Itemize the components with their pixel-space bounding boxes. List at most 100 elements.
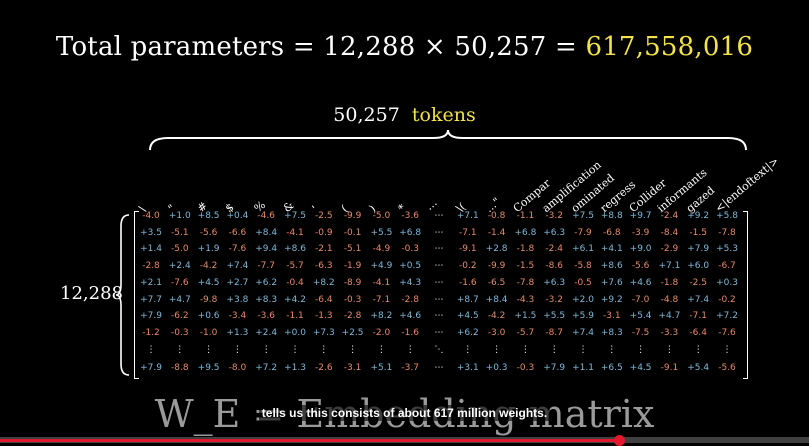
progress-played [0, 439, 619, 442]
matrix-cell: +5.1 [370, 362, 393, 373]
matrix-cell: -5.7 [516, 327, 535, 338]
matrix-cell: -0.3 [516, 362, 535, 373]
matrix-cell: +3.5 [140, 227, 162, 238]
matrix-cell: -2.9 [660, 244, 679, 255]
matrix-cell: +7.4 [226, 261, 249, 272]
matrix-cell: -8.6 [545, 261, 563, 272]
matrix-cell: +4.5 [629, 362, 652, 373]
matrix-cell: +6.2 [456, 327, 479, 338]
matrix-cell: +4.2 [284, 294, 306, 305]
matrix-cell: +1.3 [226, 327, 249, 338]
matrix-cell: -1.8 [660, 277, 679, 288]
matrix-cell: +2.5 [341, 327, 364, 338]
matrix-cell: ⋮ [607, 344, 617, 355]
matrix-cell: +5.5 [543, 311, 566, 322]
matrix-cell: +7.6 [600, 277, 623, 288]
matrix-cell: +6.1 [572, 244, 594, 255]
matrix-cell: +5.8 [716, 211, 738, 221]
left-brace [116, 214, 130, 376]
matrix-cell: +8.3 [600, 327, 623, 338]
progress-scrubber-handle[interactable] [613, 435, 625, 446]
matrix-cell: +5.9 [572, 311, 594, 322]
matrix-cell: +2.0 [572, 294, 594, 305]
matrix-cell: -4.0 [142, 211, 160, 221]
matrix-cell: -2.8 [343, 311, 362, 322]
matrix-cell: +7.3 [312, 327, 335, 338]
matrix-cell: -3.3 [660, 327, 679, 338]
matrix-cell: ⋮ [693, 344, 703, 355]
matrix-cell: ⋮ [319, 344, 329, 355]
matrix-cell: +8.3 [255, 294, 278, 305]
matrix-cell: -4.2 [199, 261, 218, 272]
matrix-cell: -1.5 [689, 227, 707, 238]
matrix-cell: +7.1 [658, 261, 681, 272]
matrix-cell: +8.7 [456, 294, 479, 305]
matrix-cell: +1.1 [572, 362, 594, 373]
matrix-cell: -1.8 [516, 244, 535, 255]
matrix-cell: -3.9 [631, 227, 650, 238]
matrix-cell: +0.5 [399, 261, 422, 272]
video-progress-bar[interactable] [0, 435, 809, 446]
matrix-cell: ⋮ [376, 344, 386, 355]
matrix-cell: +1.0 [168, 211, 191, 221]
matrix-cell: -4.2 [487, 311, 506, 322]
matrix-cell: -3.7 [401, 362, 419, 373]
matrix-cell: -2.1 [315, 244, 333, 255]
matrix-cell: -3.1 [343, 362, 362, 373]
matrix-cell: -1.5 [516, 261, 535, 272]
matrix-cell: +9.2 [687, 211, 710, 221]
matrix-cell: +9.0 [629, 244, 652, 255]
matrix-cell: +7.9 [543, 362, 566, 373]
matrix-cell: +2.1 [140, 277, 162, 288]
matrix-cell: -4.8 [660, 294, 679, 305]
total-parameters-equation: Total parameters = 12,288 × 50,257 = 617… [0, 32, 809, 62]
matrix-cell: -2.6 [315, 362, 333, 373]
matrix-cell: -3.6 [401, 211, 419, 221]
matrix-cell: -2.5 [315, 211, 333, 221]
matrix-cell: ⋮ [492, 344, 502, 355]
matrix-cell: -7.6 [228, 244, 247, 255]
matrix-cell: -7.6 [718, 327, 736, 338]
matrix-cell: +0.4 [226, 211, 249, 221]
matrix-cell: ⋮ [232, 344, 242, 355]
matrix-cell: ⋮ [175, 344, 185, 355]
matrix-cell: -4.1 [372, 277, 391, 288]
matrix-cell: -6.4 [689, 327, 707, 338]
matrix-cell: -7.7 [257, 261, 275, 272]
matrix-left-bracket [134, 211, 139, 379]
matrix-cell: +1.3 [284, 362, 306, 373]
matrix-cell: -2.5 [689, 277, 707, 288]
matrix-cell: -7.0 [631, 294, 650, 305]
matrix-cell: +0.6 [197, 311, 220, 322]
matrix-cell: ⋮ [549, 344, 559, 355]
matrix-cell: -0.3 [401, 244, 419, 255]
matrix-cell: ⋯ [434, 327, 444, 338]
matrix-cell: +8.4 [485, 294, 508, 305]
matrix-cell: ⋮ [146, 344, 156, 355]
matrix-cell: ⋯ [434, 261, 444, 272]
matrix-cell: -7.1 [372, 294, 391, 305]
matrix-cell: -2.0 [372, 327, 391, 338]
matrix-cell: -3.1 [603, 311, 621, 322]
matrix-cell: -2.4 [545, 244, 563, 255]
matrix-cell: +4.6 [399, 311, 422, 322]
matrix-cell: ⋯ [434, 244, 444, 255]
matrix-cell: +6.3 [543, 227, 566, 238]
matrix-cell: -0.8 [487, 211, 506, 221]
matrix-cell: -6.2 [171, 311, 189, 322]
tokens-count: 50,257 [333, 104, 400, 126]
matrix-cell: -5.6 [199, 227, 218, 238]
matrix-cell: -9.9 [343, 211, 362, 221]
matrix-cell: -3.0 [487, 327, 506, 338]
matrix-cell: -0.5 [574, 277, 592, 288]
matrix-cell: ⋯ [434, 227, 444, 238]
matrix-cell: +1.4 [140, 244, 162, 255]
tokens-word: tokens [411, 104, 476, 126]
matrix-cell: -6.3 [315, 261, 333, 272]
matrix-cell: +8.4 [255, 227, 278, 238]
video-caption: tells us this consists of about 617 mill… [0, 405, 809, 421]
equation-prefix: Total parameters = 12,288 × 50,257 = [55, 32, 586, 62]
matrix-cell: ⋱ [434, 344, 444, 355]
matrix-cell: ⋮ [261, 344, 271, 355]
matrix-cell: ⋯ [434, 311, 444, 322]
